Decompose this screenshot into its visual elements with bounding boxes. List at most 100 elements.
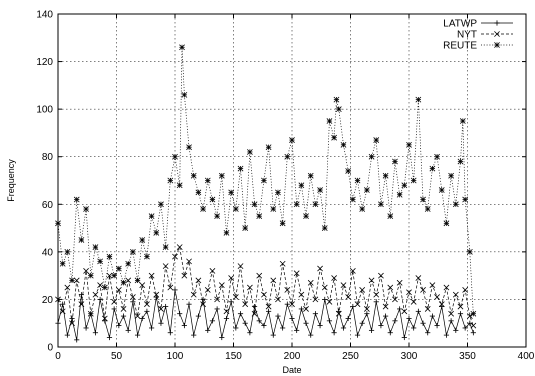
data-point bbox=[209, 196, 216, 203]
data-point bbox=[396, 279, 403, 286]
data-point bbox=[270, 332, 276, 338]
data-point bbox=[345, 294, 352, 300]
data-point bbox=[457, 158, 464, 165]
data-point bbox=[111, 272, 118, 279]
data-point bbox=[172, 153, 178, 160]
data-point bbox=[148, 213, 155, 220]
data-point bbox=[415, 275, 422, 281]
data-point bbox=[415, 96, 422, 103]
data-point bbox=[266, 308, 272, 314]
data-point bbox=[293, 270, 300, 277]
data-point bbox=[167, 177, 174, 184]
data-point bbox=[83, 325, 89, 331]
data-point bbox=[172, 253, 178, 260]
data-point bbox=[232, 206, 239, 212]
data-point bbox=[144, 308, 150, 314]
data-point bbox=[326, 298, 333, 305]
data-point bbox=[74, 337, 80, 343]
data-point bbox=[452, 291, 459, 298]
data-point bbox=[87, 310, 94, 317]
data-point bbox=[340, 325, 347, 331]
data-point bbox=[279, 220, 286, 227]
data-point bbox=[415, 308, 421, 314]
data-point bbox=[139, 282, 146, 289]
data-point bbox=[322, 296, 328, 303]
data-point bbox=[261, 291, 267, 298]
data-point bbox=[69, 277, 75, 284]
data-point bbox=[340, 282, 347, 289]
y-tick-label: 100 bbox=[36, 105, 53, 116]
data-point bbox=[275, 189, 281, 196]
data-point bbox=[190, 291, 197, 298]
data-point bbox=[148, 272, 155, 279]
data-point bbox=[345, 168, 352, 174]
data-point bbox=[401, 334, 407, 341]
x-tick-label: 250 bbox=[342, 351, 359, 362]
data-point bbox=[410, 177, 417, 184]
data-point bbox=[363, 306, 370, 312]
data-point bbox=[246, 284, 253, 291]
data-point bbox=[354, 332, 361, 338]
data-point bbox=[129, 294, 136, 300]
data-point bbox=[424, 306, 431, 312]
data-point bbox=[64, 332, 70, 338]
x-tick-label: 200 bbox=[284, 351, 301, 362]
data-point bbox=[163, 303, 169, 310]
y-tick-label: 80 bbox=[42, 152, 54, 163]
data-point bbox=[153, 229, 160, 236]
series-line bbox=[57, 47, 474, 314]
data-point bbox=[101, 284, 108, 291]
data-point bbox=[134, 277, 141, 284]
data-point bbox=[303, 320, 309, 326]
data-point bbox=[434, 294, 440, 300]
series-latwp bbox=[55, 287, 476, 343]
data-point bbox=[333, 96, 340, 103]
data-point bbox=[312, 311, 318, 317]
data-point bbox=[233, 325, 239, 331]
data-point bbox=[420, 320, 426, 326]
data-point bbox=[448, 318, 454, 324]
data-point bbox=[59, 260, 66, 267]
data-point bbox=[176, 244, 183, 250]
data-point bbox=[149, 325, 155, 331]
data-point bbox=[382, 172, 389, 179]
data-point bbox=[97, 282, 104, 289]
data-point bbox=[251, 201, 258, 208]
data-point bbox=[326, 118, 333, 124]
series-line bbox=[57, 289, 474, 340]
data-point bbox=[214, 306, 220, 312]
data-point bbox=[228, 189, 235, 196]
data-point bbox=[181, 322, 187, 329]
x-tick-label: 50 bbox=[111, 351, 123, 362]
data-point bbox=[467, 320, 473, 326]
data-point bbox=[420, 196, 426, 203]
data-point bbox=[289, 315, 295, 322]
data-point bbox=[373, 299, 379, 305]
data-point bbox=[443, 284, 450, 291]
plot-frame bbox=[57, 13, 527, 348]
data-point bbox=[256, 318, 262, 324]
data-point bbox=[256, 272, 263, 279]
data-point bbox=[280, 325, 286, 331]
data-point bbox=[443, 220, 450, 227]
data-point bbox=[448, 172, 455, 179]
series-nyt bbox=[55, 244, 477, 329]
data-point bbox=[462, 287, 469, 293]
data-point bbox=[242, 225, 249, 231]
data-point bbox=[354, 177, 361, 184]
data-point bbox=[321, 225, 328, 231]
data-point bbox=[284, 287, 291, 293]
x-tick-label: 150 bbox=[225, 351, 242, 362]
data-point bbox=[87, 272, 94, 279]
data-point bbox=[457, 311, 464, 317]
data-point bbox=[420, 287, 426, 293]
data-point bbox=[275, 313, 281, 319]
data-point bbox=[64, 284, 71, 291]
data-point bbox=[209, 318, 216, 324]
y-tick-label: 60 bbox=[42, 200, 54, 211]
data-point bbox=[265, 303, 272, 310]
data-point bbox=[294, 327, 300, 333]
data-point bbox=[453, 327, 459, 333]
data-point bbox=[204, 287, 211, 293]
data-point bbox=[153, 294, 159, 300]
